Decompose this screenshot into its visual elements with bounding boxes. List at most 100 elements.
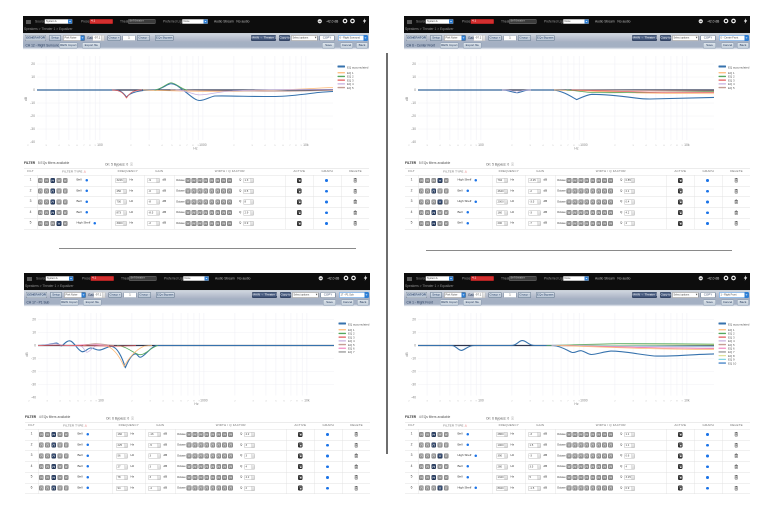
svg-text:3: 3 bbox=[426, 145, 428, 147]
svg-text:10: 10 bbox=[412, 331, 416, 335]
svg-text:EQ 3: EQ 3 bbox=[728, 335, 735, 339]
svg-text:8: 8 bbox=[296, 401, 298, 403]
svg-text:7: 7 bbox=[670, 401, 672, 403]
svg-text:10k: 10k bbox=[684, 399, 690, 403]
svg-text:6: 6 bbox=[457, 145, 459, 147]
svg-text:5: 5 bbox=[552, 145, 554, 147]
svg-text:dB: dB bbox=[24, 96, 28, 101]
svg-text:3: 3 bbox=[149, 401, 151, 403]
svg-text:3: 3 bbox=[529, 145, 531, 147]
svg-text:4: 4 bbox=[439, 401, 441, 403]
svg-text:EQ accumulated: EQ accumulated bbox=[348, 323, 370, 327]
svg-text:-20: -20 bbox=[31, 370, 36, 374]
svg-text:EQ 7: EQ 7 bbox=[728, 350, 735, 354]
svg-text:9: 9 bbox=[579, 401, 581, 403]
svg-text:EQ 10: EQ 10 bbox=[728, 361, 737, 365]
svg-text:-40: -40 bbox=[411, 140, 416, 144]
svg-text:100: 100 bbox=[478, 143, 484, 147]
svg-text:6: 6 bbox=[282, 145, 284, 147]
svg-text:3: 3 bbox=[252, 401, 254, 403]
svg-text:5: 5 bbox=[655, 401, 657, 403]
svg-text:4: 4 bbox=[59, 401, 61, 403]
svg-text:20: 20 bbox=[412, 62, 416, 66]
svg-text:5: 5 bbox=[68, 145, 70, 147]
svg-text:7: 7 bbox=[464, 401, 466, 403]
svg-text:6: 6 bbox=[77, 401, 79, 403]
svg-text:EQ 3: EQ 3 bbox=[348, 335, 355, 339]
svg-text:20: 20 bbox=[31, 62, 35, 66]
svg-text:9: 9 bbox=[579, 145, 581, 147]
svg-text:2: 2 bbox=[614, 145, 616, 147]
svg-text:2: 2 bbox=[234, 401, 236, 403]
svg-text:-20: -20 bbox=[411, 370, 416, 374]
svg-text:EQ 4: EQ 4 bbox=[347, 82, 354, 86]
svg-text:7: 7 bbox=[567, 145, 569, 147]
svg-text:EQ 1: EQ 1 bbox=[728, 328, 735, 332]
svg-text:EQ 9: EQ 9 bbox=[728, 358, 735, 362]
svg-text:9: 9 bbox=[198, 145, 200, 147]
svg-text:8: 8 bbox=[90, 401, 92, 403]
svg-text:5: 5 bbox=[275, 401, 277, 403]
svg-text:EQ 5: EQ 5 bbox=[347, 86, 354, 90]
svg-text:9: 9 bbox=[199, 401, 201, 403]
svg-text:6: 6 bbox=[560, 145, 562, 147]
svg-text:EQ 4: EQ 4 bbox=[348, 339, 355, 343]
svg-text:EQ accumulated: EQ accumulated bbox=[728, 66, 750, 70]
svg-text:7: 7 bbox=[186, 145, 188, 147]
svg-text:-30: -30 bbox=[31, 383, 36, 387]
svg-text:9: 9 bbox=[96, 401, 98, 403]
svg-text:3: 3 bbox=[46, 401, 48, 403]
svg-text:Hz: Hz bbox=[574, 147, 578, 151]
svg-text:6: 6 bbox=[663, 401, 665, 403]
svg-text:4: 4 bbox=[439, 145, 441, 147]
svg-text:4: 4 bbox=[542, 401, 544, 403]
svg-text:-40: -40 bbox=[30, 140, 35, 144]
svg-text:9: 9 bbox=[95, 145, 97, 147]
svg-text:7: 7 bbox=[83, 145, 85, 147]
svg-text:10: 10 bbox=[31, 75, 35, 79]
svg-text:8: 8 bbox=[573, 145, 575, 147]
svg-text:EQ 2: EQ 2 bbox=[347, 75, 354, 79]
svg-text:5: 5 bbox=[552, 401, 554, 403]
svg-text:6: 6 bbox=[560, 401, 562, 403]
svg-text:-10: -10 bbox=[30, 101, 35, 105]
svg-text:2: 2 bbox=[131, 401, 133, 403]
svg-text:8: 8 bbox=[676, 145, 678, 147]
svg-text:6: 6 bbox=[179, 145, 181, 147]
svg-text:100: 100 bbox=[97, 143, 103, 147]
svg-text:9: 9 bbox=[682, 401, 684, 403]
svg-text:4: 4 bbox=[265, 401, 267, 403]
svg-text:EQ 2: EQ 2 bbox=[728, 75, 735, 79]
svg-text:3: 3 bbox=[529, 401, 531, 403]
svg-text:100: 100 bbox=[98, 399, 104, 403]
svg-text:3: 3 bbox=[632, 145, 634, 147]
svg-text:1000: 1000 bbox=[199, 143, 207, 147]
svg-text:EQ 3: EQ 3 bbox=[728, 78, 735, 82]
svg-text:10: 10 bbox=[32, 331, 36, 335]
svg-text:8: 8 bbox=[676, 401, 678, 403]
svg-text:6: 6 bbox=[457, 401, 459, 403]
svg-text:EQ 6: EQ 6 bbox=[728, 347, 735, 351]
svg-text:3: 3 bbox=[426, 401, 428, 403]
svg-text:9: 9 bbox=[682, 145, 684, 147]
svg-text:4: 4 bbox=[161, 145, 163, 147]
svg-text:5: 5 bbox=[172, 401, 174, 403]
svg-text:EQ 1: EQ 1 bbox=[728, 71, 735, 75]
svg-text:8: 8 bbox=[470, 401, 472, 403]
svg-text:100: 100 bbox=[478, 399, 484, 403]
svg-text:EQ 1: EQ 1 bbox=[348, 328, 355, 332]
svg-text:10k: 10k bbox=[684, 143, 690, 147]
svg-text:-30: -30 bbox=[411, 383, 416, 387]
svg-text:dB: dB bbox=[25, 352, 29, 357]
svg-text:20: 20 bbox=[32, 318, 36, 322]
svg-text:4: 4 bbox=[645, 145, 647, 147]
svg-text:5: 5 bbox=[274, 145, 276, 147]
svg-text:-30: -30 bbox=[30, 127, 35, 131]
svg-text:10: 10 bbox=[412, 75, 416, 79]
svg-text:-30: -30 bbox=[411, 127, 416, 131]
svg-text:6: 6 bbox=[76, 145, 78, 147]
svg-text:7: 7 bbox=[464, 145, 466, 147]
svg-text:2: 2 bbox=[233, 145, 235, 147]
svg-text:EQ 6: EQ 6 bbox=[348, 347, 355, 351]
svg-text:4: 4 bbox=[162, 401, 164, 403]
